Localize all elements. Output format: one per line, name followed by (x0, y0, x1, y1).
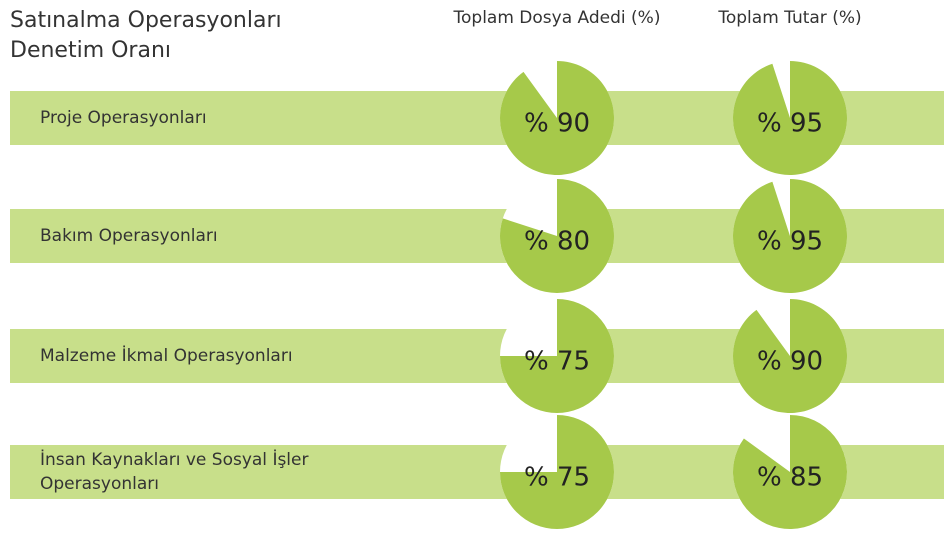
value-label: % 75 (524, 347, 590, 377)
value-label: % 85 (757, 463, 823, 493)
value-label: % 90 (524, 109, 590, 139)
pie-slice (500, 415, 614, 529)
row-label: İnsan Kaynakları ve Sosyal İşler Operasy… (40, 450, 309, 494)
value-label: % 95 (757, 109, 823, 139)
row-label: Proje Operasyonları (40, 108, 207, 128)
pie-slice (732, 61, 848, 175)
column-header: Toplam Tutar (%) (718, 8, 862, 28)
row-label: Bakım Operasyonları (40, 226, 218, 246)
pie-slice (500, 299, 614, 413)
value-label: % 75 (524, 463, 590, 493)
pie-slice (733, 299, 847, 413)
column-header: Toplam Dosya Adedi (%) (453, 8, 661, 28)
pie-slice (732, 179, 848, 293)
pie-slice (733, 415, 848, 529)
value-label: % 80 (524, 227, 590, 257)
value-label: % 90 (757, 347, 823, 377)
value-label: % 95 (757, 227, 823, 257)
pie-slice (500, 61, 614, 175)
pie-slice (500, 179, 615, 293)
title: Satınalma Operasyonları Denetim Oranı (10, 8, 282, 63)
row-label: Malzeme İkmal Operasyonları (40, 346, 293, 366)
